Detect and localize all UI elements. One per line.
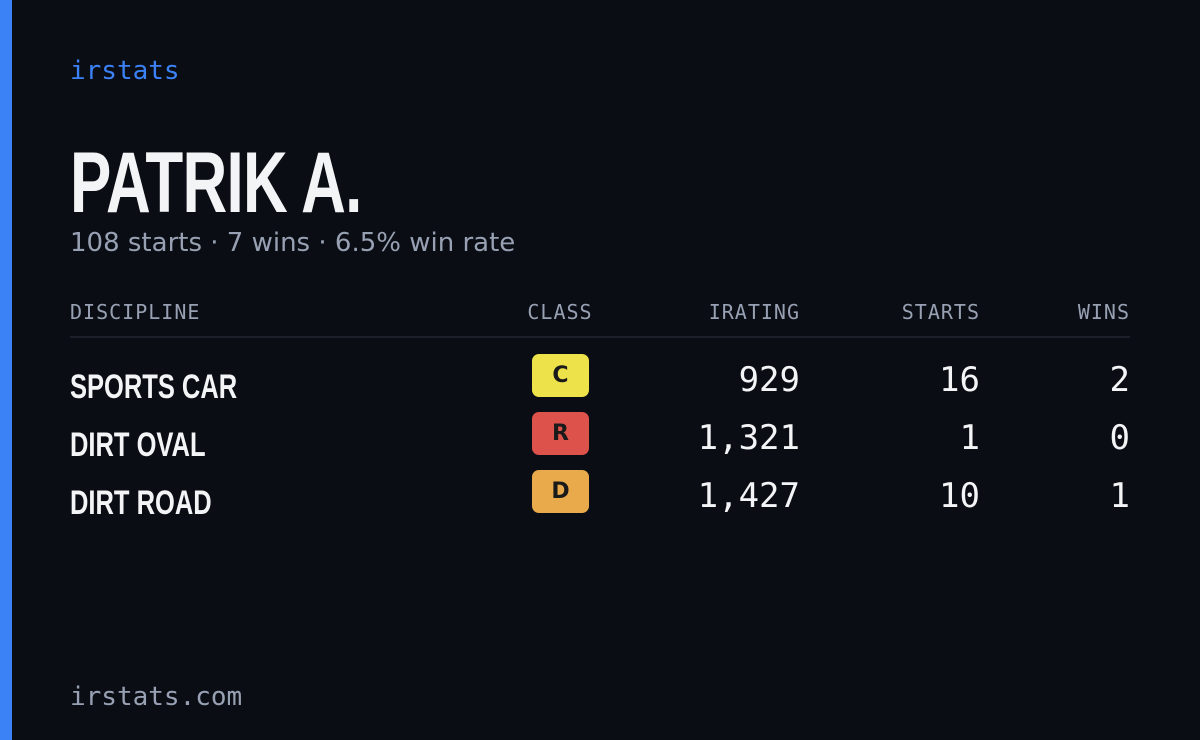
stat-value: 929 [738,360,800,400]
brand: irstats [70,56,180,86]
stats-table: DISCIPLINE CLASS IRATING STARTS WINS SPORTS C… [70,296,1130,522]
stat-value: 16 [939,360,980,400]
discipline: DIRT OVAL [70,426,206,464]
stat-value: 1 [959,418,980,458]
discipline: SPORTS CAR [70,368,238,406]
header-row: DISCIPLINE CLASS IRATING STARTS WINS [70,296,1130,338]
accent-stripe [0,0,12,740]
class-badge: D [532,470,589,513]
stat-value: 0 [1109,418,1130,458]
table-row: SPORTS CAR C 929 16 2 [70,338,1130,406]
class-badge: C [532,354,589,397]
stat-value: 1,321 [697,418,800,458]
stat-value: 1 [1109,476,1130,516]
table-row: DIRT ROAD D 1,427 10 1 [70,454,1130,522]
discipline: DIRT ROAD [70,484,212,522]
stat-value: 1,427 [697,476,800,516]
column-header: DISCIPLINE [70,300,201,324]
driver-name: PATRIK A. [70,135,362,231]
column-header: STARTS [901,300,980,324]
summary: 108 starts · 7 wins · 6.5% win rate [70,228,516,258]
stat-value: 10 [939,476,980,516]
footer-url: irstats.com [70,682,243,712]
column-header: IRATING [708,300,800,324]
table-row: DIRT OVAL R 1,321 1 0 [70,396,1130,464]
column-header: CLASS [527,300,593,324]
column-header: WINS [1077,300,1130,324]
stat-value: 2 [1109,360,1130,400]
class-badge: R [532,412,589,455]
